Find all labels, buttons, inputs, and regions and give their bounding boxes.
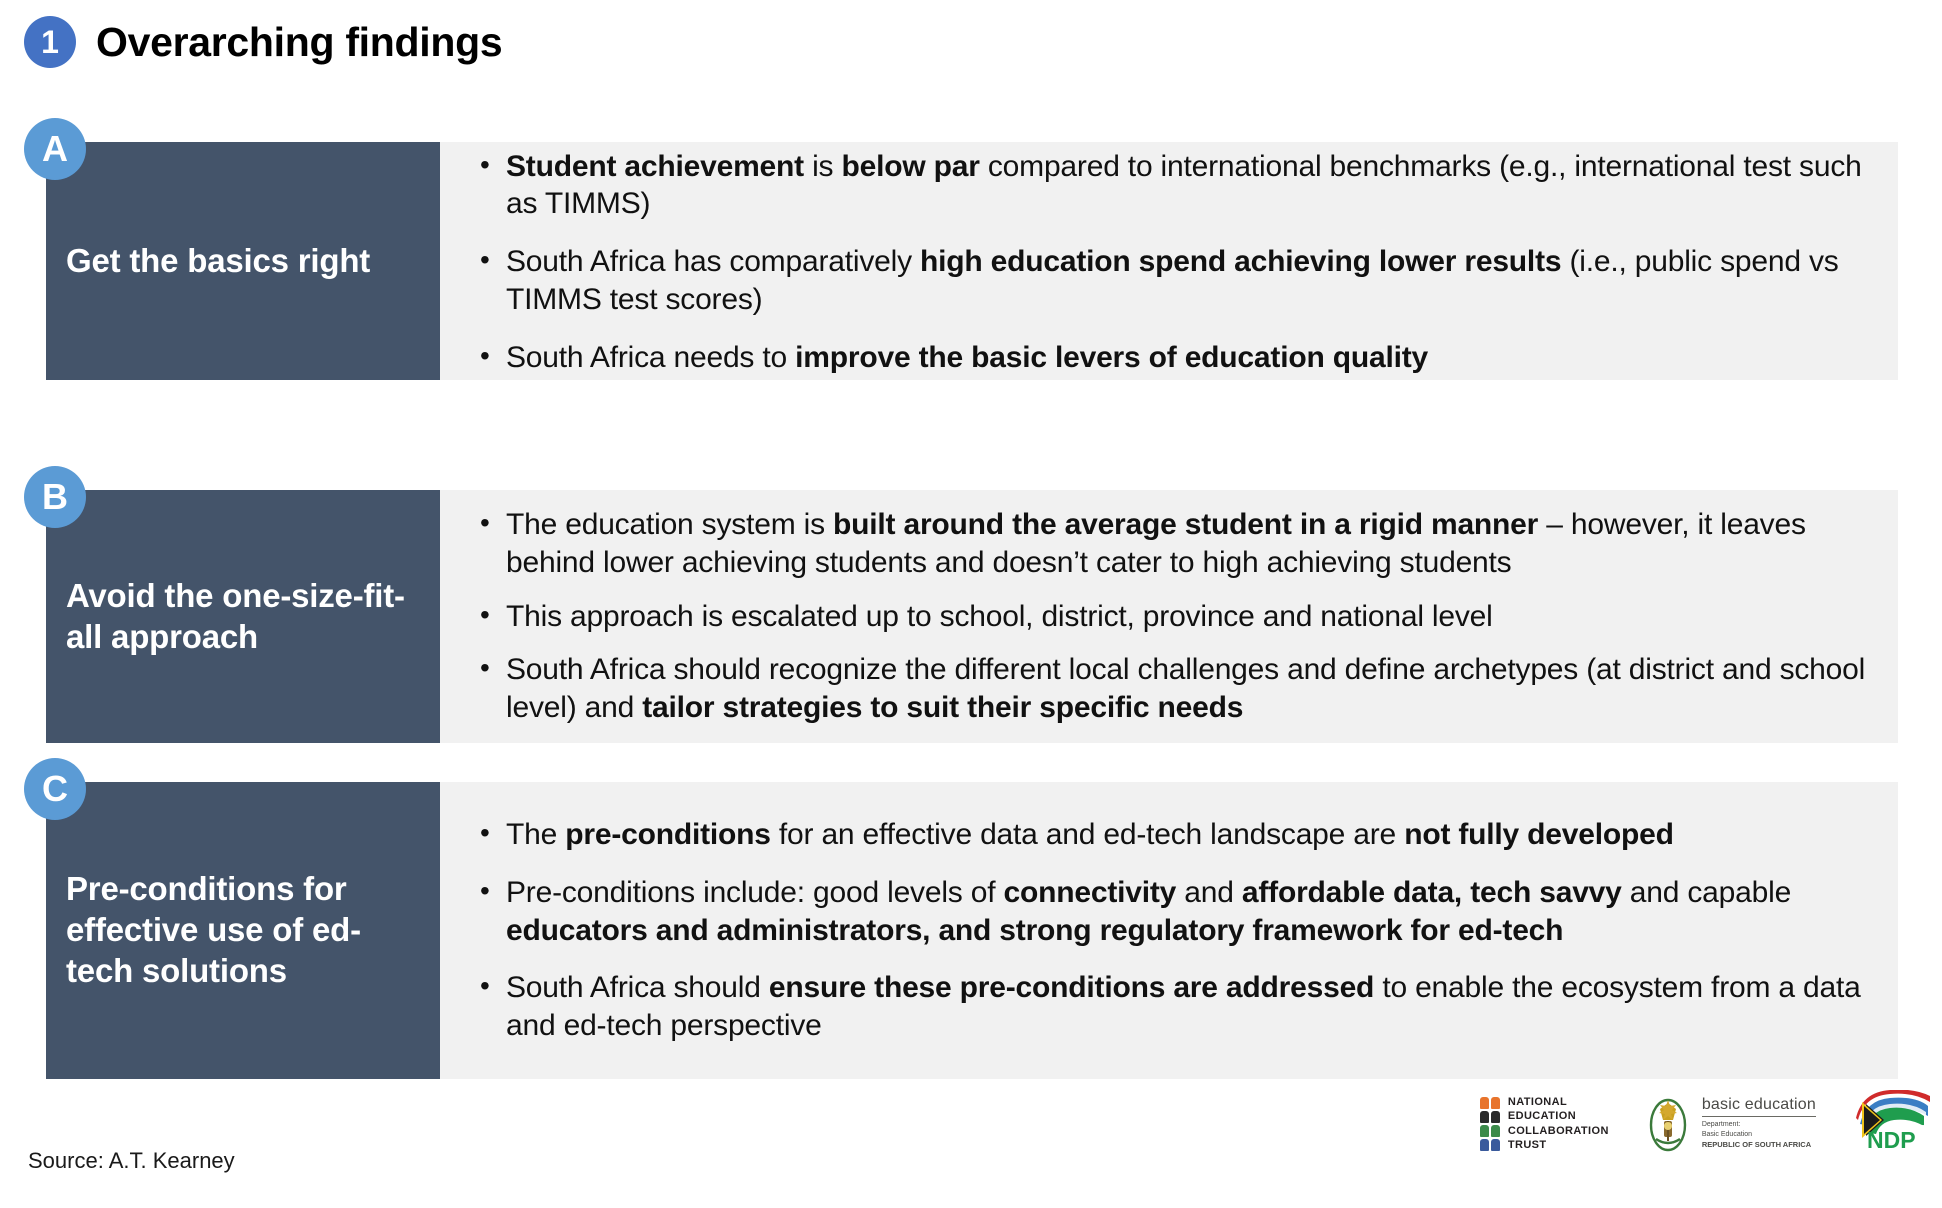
bullet-item: Student achievement is below par compare… <box>474 147 1872 224</box>
section-a-title: Get the basics right <box>66 241 371 279</box>
basic-education-logo: basic education Department: Basic Educat… <box>1643 1095 1816 1153</box>
bullet-text: This approach is escalated up to school,… <box>506 599 1493 633</box>
nect-line-3: COLLABORATION <box>1507 1124 1609 1137</box>
nect-line-4: TRUST <box>1507 1138 1547 1151</box>
dbe-department-line: Department: <box>1701 1120 1741 1128</box>
section-a-content: Student achievement is below par compare… <box>440 142 1898 380</box>
source-note: Source: A.T. Kearney <box>28 1148 235 1173</box>
bullet-text: to enable the ecosystem from a data and … <box>506 971 1861 1043</box>
svg-text:NDP: NDP <box>1867 1127 1916 1152</box>
bullet-emphasis: improve the basic levers of education qu… <box>795 340 1428 374</box>
bullet-text: South Africa needs to <box>506 340 796 374</box>
section-c-header-panel: C Pre-conditions for effective use of ed… <box>24 758 440 1079</box>
ndp-flag-icon: NDP 2030 <box>1856 1089 1930 1153</box>
section-c-letter-badge: C <box>24 758 86 820</box>
nect-logo-mark <box>1479 1096 1500 1151</box>
bullet-emphasis: built around the average student in a ri… <box>833 508 1539 541</box>
nect-line-1: NATIONAL <box>1507 1096 1568 1109</box>
basic-education-title: basic education <box>1701 1096 1816 1117</box>
header-step-badge: 1 <box>24 16 76 68</box>
nect-logo: NATIONAL EDUCATION COLLABORATION TRUST <box>1479 1095 1609 1151</box>
bullet-text: and <box>1176 875 1242 909</box>
section-b-bullet-list: The education system is built around the… <box>474 505 1872 727</box>
bullet-emphasis: connectivity <box>1003 875 1177 909</box>
basic-education-subtitle: Department: Basic Education REPUBLIC OF … <box>1702 1120 1816 1151</box>
section-b-letter-badge: B <box>24 466 86 528</box>
ndp-logo: NDP 2030 <box>1850 1089 1936 1157</box>
section-c-content: The pre-conditions for an effective data… <box>440 782 1898 1079</box>
basic-education-text-block: basic education Department: Basic Educat… <box>1701 1096 1816 1151</box>
section-c-title: Pre-conditions for effective use of ed-t… <box>66 870 361 989</box>
bullet-text: for an effective data and ed-tech landsc… <box>770 818 1405 851</box>
bullet-item: The education system is built around the… <box>474 505 1872 582</box>
svg-text:2030: 2030 <box>1912 1124 1930 1133</box>
section-a-header-panel: A Get the basics right <box>24 118 440 380</box>
section-b-content: The education system is built around the… <box>440 490 1898 743</box>
bullet-emphasis: not fully developed <box>1404 818 1674 851</box>
footer-logo-strip: NATIONAL EDUCATION COLLABORATION TRUST b… <box>1479 1089 1936 1157</box>
bullet-item: South Africa should recognize the differ… <box>474 650 1872 727</box>
bullet-text: The <box>506 818 566 851</box>
bullet-item: South Africa should ensure these pre-con… <box>474 968 1872 1045</box>
section-a-bullet-list: Student achievement is below par compare… <box>474 147 1872 377</box>
bullet-emphasis: tailor strategies to suit their specific… <box>642 691 1244 725</box>
bullet-emphasis: below par <box>841 149 980 183</box>
finding-section-b: B Avoid the one-size-fit-all approach Th… <box>24 466 1898 743</box>
finding-section-a: A Get the basics right Student achieveme… <box>24 118 1898 380</box>
south-africa-coat-of-arms-icon <box>1649 1098 1687 1151</box>
bullet-emphasis: pre-conditions <box>565 818 771 851</box>
finding-section-c: C Pre-conditions for effective use of ed… <box>24 758 1898 1079</box>
nect-line-2: EDUCATION <box>1507 1110 1577 1123</box>
bullet-item: South Africa needs to improve the basic … <box>474 338 1872 377</box>
bullet-emphasis: Student achievement <box>506 149 804 183</box>
bullet-item: The pre-conditions for an effective data… <box>474 815 1872 854</box>
bullet-emphasis: high education spend achieving lower res… <box>920 245 1562 279</box>
bullet-text: South Africa should recognize the differ… <box>506 653 1866 725</box>
bullet-text: (i.e., public spend vs TIMMS test scores… <box>506 245 1839 316</box>
dbe-name-line: Basic Education <box>1701 1130 1753 1138</box>
bullet-item: South Africa has comparatively high educ… <box>474 242 1872 319</box>
bullet-text: compared to international benchmarks (e.… <box>506 149 1862 221</box>
bullet-text: Pre-conditions include: good levels of <box>506 875 1004 909</box>
dbe-republic-line: REPUBLIC OF SOUTH AFRICA <box>1701 1140 1812 1149</box>
bullet-text: is <box>803 149 842 183</box>
nect-logo-text: NATIONAL EDUCATION COLLABORATION TRUST <box>1508 1095 1609 1151</box>
bullet-text: – however, it leaves behind lower achiev… <box>506 508 1806 579</box>
bullet-emphasis: ensure these pre-conditions are addresse… <box>768 971 1375 1005</box>
bullet-text: South Africa has comparatively <box>506 245 921 279</box>
bullet-item: This approach is escalated up to school,… <box>474 597 1872 636</box>
section-c-bullet-list: The pre-conditions for an effective data… <box>474 815 1872 1045</box>
section-a-letter-badge: A <box>24 118 86 180</box>
page-header: 1 Overarching findings <box>0 0 503 68</box>
section-b-header-panel: B Avoid the one-size-fit-all approach <box>24 466 440 743</box>
bullet-text: and capable <box>1621 875 1792 909</box>
bullet-text: The education system is <box>506 508 834 541</box>
page-title: Overarching findings <box>96 18 503 65</box>
bullet-item: Pre-conditions include: good levels of c… <box>474 873 1872 950</box>
bullet-emphasis: educators and administrators, and strong… <box>506 913 1564 947</box>
bullet-emphasis: affordable data, tech savvy <box>1241 875 1622 909</box>
section-b-title: Avoid the one-size-fit-all approach <box>66 576 405 655</box>
bullet-text: South Africa should <box>506 971 769 1005</box>
